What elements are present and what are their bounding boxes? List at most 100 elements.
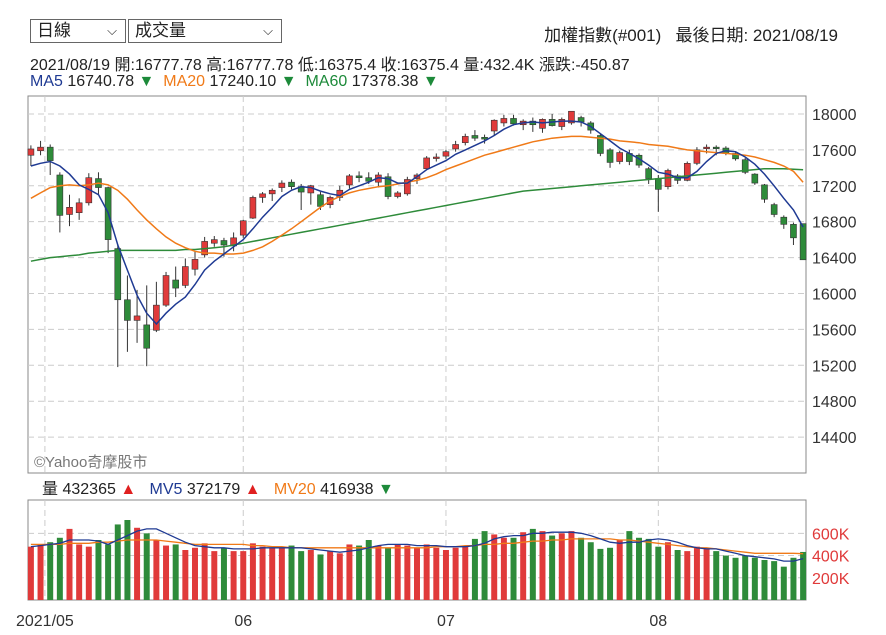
- volume-bar: [134, 527, 141, 600]
- candle: [674, 174, 681, 184]
- chevron-down-icon: ⌵: [263, 23, 273, 38]
- candle: [780, 215, 788, 229]
- candle: [46, 144, 54, 175]
- candle-body: [799, 223, 807, 261]
- ma-legend: MA5 16740.78 ▼ MA20 17240.10 ▼ MA60 1737…: [30, 73, 439, 91]
- mv20-line: [30, 538, 804, 555]
- candle-body: [182, 266, 189, 286]
- volume-bar: [674, 550, 681, 600]
- ma60-value: 17378.38: [351, 73, 419, 90]
- volume-bar: [645, 538, 652, 600]
- ma5-down-icon: ▼: [138, 73, 155, 90]
- candle-body: [433, 156, 440, 159]
- volume-bar: [742, 555, 749, 600]
- volume-bar: [230, 551, 237, 600]
- candle: [519, 119, 527, 131]
- watermark: ©Yahoo奇摩股市: [34, 453, 147, 471]
- x-tick-label: 2021/05: [16, 613, 74, 630]
- price-tick-label: 15200: [812, 358, 857, 375]
- volume-bar: [163, 545, 170, 600]
- candle-body: [133, 315, 141, 321]
- x-tick-label: 08: [649, 613, 667, 630]
- candle: [191, 251, 199, 276]
- volume-legend: 量 432365 ▲ MV5 372179 ▲ MV20 416938 ▼: [42, 475, 394, 499]
- volume-bar: [751, 557, 758, 600]
- volume-bar: [317, 554, 324, 600]
- volume-bar: [201, 543, 208, 600]
- ma60-label: MA60: [305, 73, 348, 90]
- candle-body: [655, 178, 662, 190]
- candle-body: [761, 184, 768, 200]
- candle-body: [741, 159, 749, 173]
- chevron-down-icon: ⌵: [107, 23, 117, 38]
- volume-bar: [76, 544, 83, 600]
- mv20-label: MV20: [273, 481, 316, 498]
- volume-bar: [143, 533, 150, 600]
- volume-bar: [414, 547, 420, 600]
- candle-body: [346, 175, 353, 186]
- volume-bar: [404, 545, 411, 600]
- candle-body: [558, 119, 566, 127]
- candle: [268, 188, 276, 202]
- volume-bar: [327, 551, 334, 600]
- index-name: 加權指數(#001): [544, 26, 662, 45]
- candle: [75, 198, 83, 220]
- volume-bar: [346, 544, 353, 600]
- volume-tick-label: 600K: [812, 526, 850, 543]
- candle: [211, 236, 218, 247]
- candle-body: [394, 192, 401, 197]
- volume-bar: [500, 537, 507, 600]
- mv5-label: MV5: [149, 481, 183, 498]
- ma60-down-icon: ▼: [422, 73, 439, 90]
- candle-body: [288, 181, 295, 187]
- volume-bar: [703, 548, 710, 600]
- volume-bar: [655, 546, 662, 600]
- candle: [655, 174, 662, 212]
- candle-body: [66, 207, 73, 215]
- volume-bar: [385, 547, 392, 600]
- indicator-select-value: 成交量: [135, 21, 186, 40]
- candle: [288, 179, 295, 190]
- volume-bar: [491, 534, 498, 600]
- ma5-label: MA5: [30, 73, 63, 90]
- ma20-value: 17240.10: [209, 73, 277, 90]
- candle: [616, 150, 623, 165]
- candle-body: [162, 275, 170, 306]
- volume-bar: [66, 528, 73, 600]
- candle: [645, 166, 652, 184]
- candle-body: [172, 279, 179, 289]
- ma20-label: MA20: [163, 73, 206, 90]
- candle-body: [790, 224, 797, 239]
- candle: [568, 110, 575, 125]
- period-select[interactable]: 日線 ⌵: [30, 19, 126, 43]
- price-tick-label: 17600: [812, 143, 857, 160]
- indicator-select[interactable]: 成交量 ⌵: [128, 19, 282, 43]
- candle-body: [693, 149, 701, 164]
- candle: [529, 117, 537, 132]
- candle-body: [268, 189, 276, 195]
- candle: [461, 133, 469, 146]
- volume-bar: [442, 550, 449, 600]
- ma20-line: [30, 135, 804, 255]
- volume-bar: [220, 547, 227, 600]
- volume-bar: [433, 547, 440, 600]
- candle-body: [75, 202, 83, 213]
- candle: [56, 172, 64, 233]
- volume-bar: [288, 545, 295, 600]
- volume-tick-label: 200K: [812, 571, 850, 588]
- candle-body: [56, 174, 64, 216]
- candle: [500, 114, 508, 127]
- volume-bar: [423, 544, 430, 600]
- volume-up-icon: ▲: [120, 481, 137, 498]
- mv5-up-icon: ▲: [244, 481, 261, 498]
- volume-bar: [56, 537, 63, 600]
- candle-body: [539, 119, 546, 129]
- candle: [27, 145, 35, 167]
- candle-body: [597, 135, 604, 154]
- ohlc-high: 高:16777.78: [206, 57, 294, 74]
- candle: [597, 133, 604, 157]
- volume-bar: [732, 557, 739, 600]
- candle-body: [124, 299, 131, 321]
- candle-body: [703, 146, 710, 149]
